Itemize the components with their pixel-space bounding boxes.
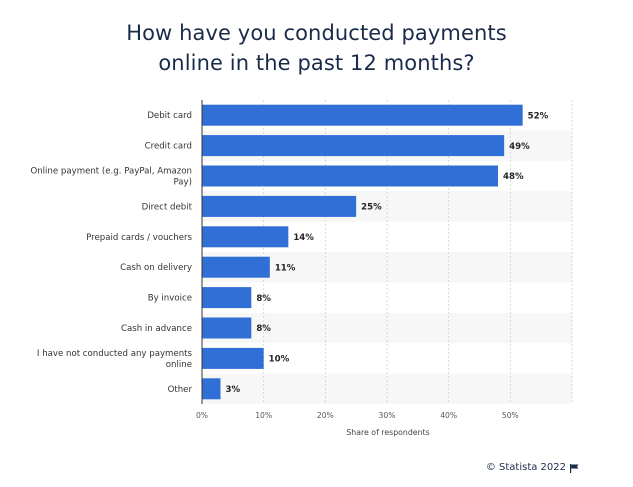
value-label: 11% [275, 263, 296, 273]
bar [202, 378, 221, 400]
x-axis-title: Share of respondents [346, 428, 429, 437]
x-tick-label: 30% [379, 411, 396, 420]
flag-icon [570, 463, 579, 473]
category-label: Cash on delivery [120, 263, 192, 273]
bar [202, 317, 252, 339]
bar [202, 256, 270, 278]
x-tick-label: 50% [502, 411, 519, 420]
credit-text: © Statista 2022 [485, 462, 566, 473]
value-label: 14% [293, 233, 314, 243]
x-tick-label: 40% [440, 411, 457, 420]
category-label: Debit card [147, 111, 192, 121]
chart-title-line-1: How have you conducted payments [126, 21, 507, 45]
category-label: Prepaid cards / vouchers [86, 233, 192, 243]
chart-title-line-2: online in the past 12 months? [158, 51, 475, 75]
value-label: 3% [226, 385, 241, 395]
chart-title: How have you conducted payments online i… [0, 18, 633, 78]
bar [202, 287, 252, 309]
value-label: 25% [361, 203, 382, 213]
category-label: I have not conducted any payments online [37, 349, 193, 370]
source-credit[interactable]: © Statista 2022 [486, 462, 579, 473]
category-label: Online payment (e.g. PayPal, Amazon Pay) [30, 167, 192, 188]
category-label: Credit card [145, 142, 192, 152]
x-tick-label: 20% [317, 411, 334, 420]
value-label: 10% [269, 355, 290, 365]
category-label: Other [168, 385, 193, 395]
category-label: Direct debit [142, 202, 193, 212]
bar [202, 195, 357, 217]
category-label: By invoice [148, 294, 192, 304]
bar [202, 135, 505, 157]
x-tick-label: 10% [255, 411, 272, 420]
bar [202, 347, 264, 369]
category-label: Cash in advance [121, 324, 192, 334]
bar [202, 165, 498, 187]
value-label: 8% [256, 324, 271, 334]
value-label: 52% [528, 111, 549, 121]
bar [202, 226, 289, 248]
x-tick-label: 0% [196, 411, 208, 420]
value-label: 49% [509, 142, 530, 152]
value-label: 8% [256, 294, 271, 304]
bar [202, 104, 523, 126]
value-label: 48% [503, 172, 524, 182]
